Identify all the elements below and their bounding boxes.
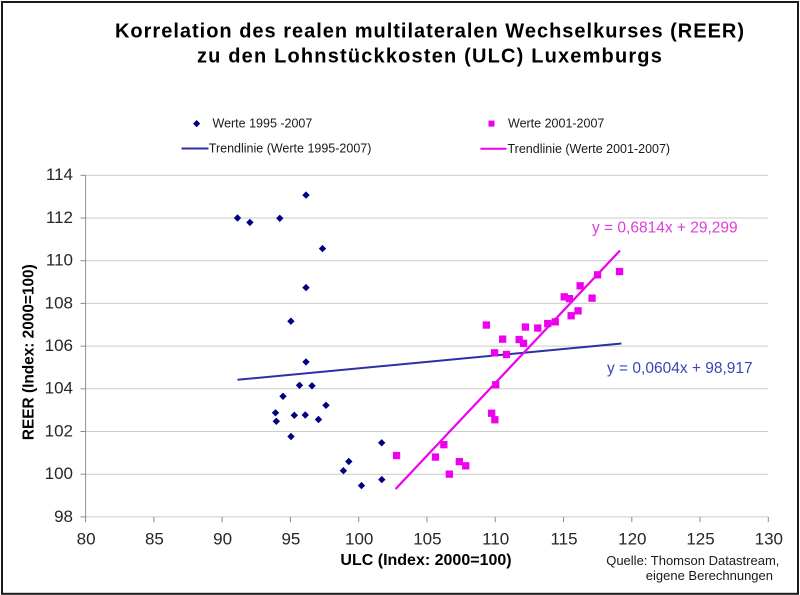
svg-text:102: 102 bbox=[45, 421, 73, 440]
svg-text:Werte 1995 -2007: Werte 1995 -2007 bbox=[213, 116, 313, 130]
svg-text:110: 110 bbox=[46, 251, 73, 270]
svg-text:85: 85 bbox=[145, 530, 164, 549]
svg-text:Werte 2001-2007: Werte 2001-2007 bbox=[508, 116, 604, 130]
svg-text:Trendlinie (Werte 2001-2007): Trendlinie (Werte 2001-2007) bbox=[508, 142, 671, 156]
svg-text:zu den Lohnstückkosten (ULC) L: zu den Lohnstückkosten (ULC) Luxemburgs bbox=[197, 46, 663, 68]
svg-text:125: 125 bbox=[686, 530, 714, 549]
svg-text:80: 80 bbox=[77, 530, 96, 549]
svg-text:REER (Index: 2000=100): REER (Index: 2000=100) bbox=[21, 264, 38, 440]
svg-text:Korrelation des realen multila: Korrelation des realen multilateralen We… bbox=[115, 21, 745, 43]
svg-text:110: 110 bbox=[482, 530, 509, 549]
svg-text:eigene Berechnungen: eigene Berechnungen bbox=[646, 568, 773, 583]
svg-text:105: 105 bbox=[413, 530, 441, 549]
svg-text:108: 108 bbox=[45, 293, 73, 312]
svg-text:ULC (Index: 2000=100): ULC (Index: 2000=100) bbox=[340, 552, 511, 569]
svg-text:130: 130 bbox=[755, 530, 783, 549]
svg-text:106: 106 bbox=[45, 336, 73, 355]
svg-text:115: 115 bbox=[550, 530, 577, 549]
svg-text:112: 112 bbox=[46, 208, 73, 227]
svg-text:120: 120 bbox=[618, 530, 646, 549]
svg-text:y = 0,0604x + 98,917: y = 0,0604x + 98,917 bbox=[607, 360, 753, 377]
svg-text:95: 95 bbox=[281, 530, 300, 549]
svg-text:104: 104 bbox=[45, 379, 73, 398]
svg-text:98: 98 bbox=[54, 507, 73, 526]
svg-text:100: 100 bbox=[45, 464, 73, 483]
svg-text:Quelle: Thomson Datastream,: Quelle: Thomson Datastream, bbox=[606, 553, 779, 568]
svg-text:y = 0,6814x + 29,299: y = 0,6814x + 29,299 bbox=[592, 220, 738, 237]
svg-text:114: 114 bbox=[46, 165, 73, 184]
svg-text:Trendlinie (Werte 1995-2007): Trendlinie (Werte 1995-2007) bbox=[209, 142, 372, 156]
svg-text:100: 100 bbox=[345, 530, 373, 549]
svg-text:90: 90 bbox=[213, 530, 232, 549]
